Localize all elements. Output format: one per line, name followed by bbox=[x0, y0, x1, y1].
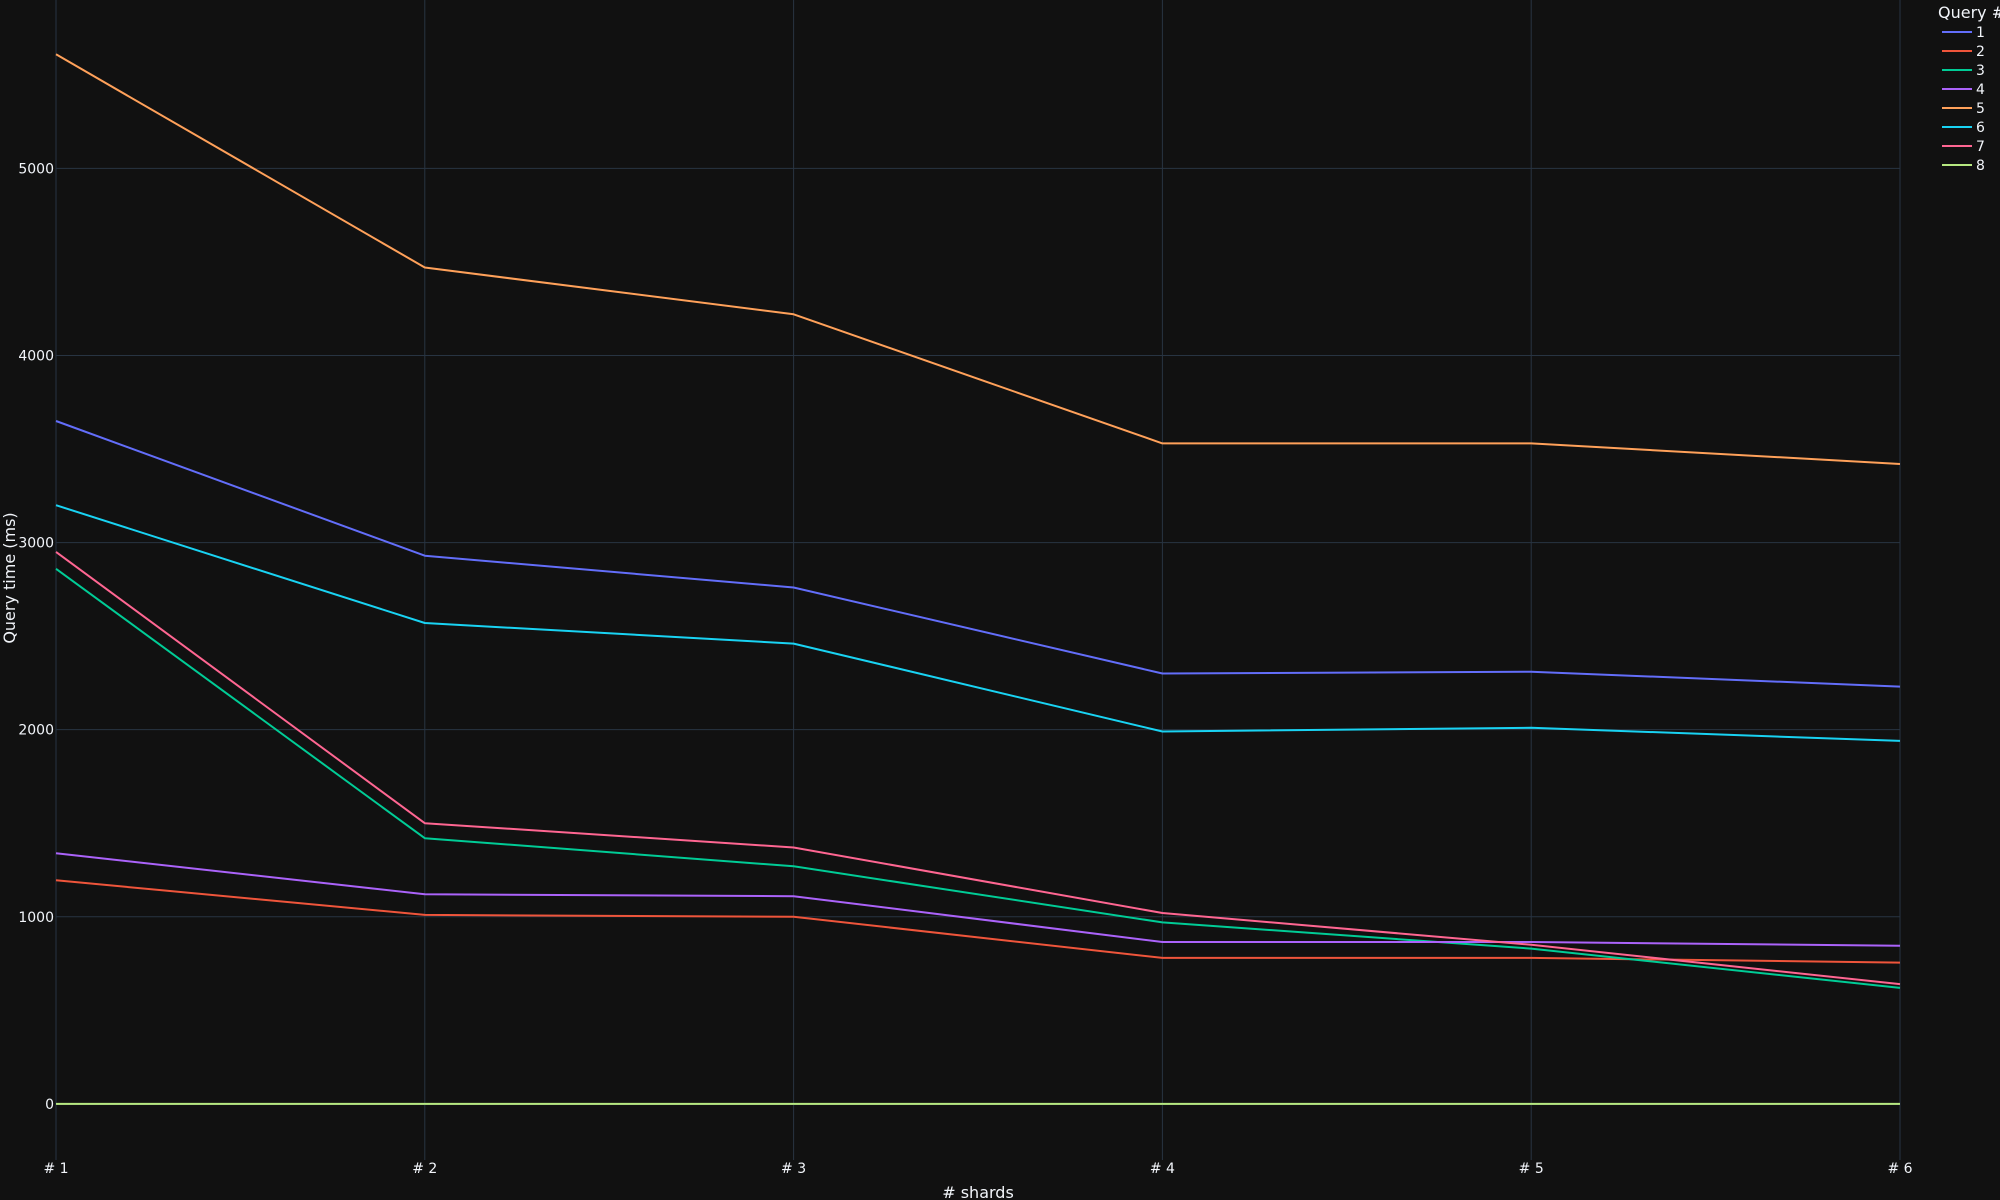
legend-item-6[interactable]: 6 bbox=[1942, 120, 1985, 136]
legend-item-1[interactable]: 1 bbox=[1942, 25, 1985, 41]
x-tick-label: # 1 bbox=[43, 1161, 68, 1177]
x-axis-title: # shards bbox=[942, 1183, 1014, 1200]
y-tick-label: 2000 bbox=[18, 723, 54, 739]
series-line-4 bbox=[55, 852, 1901, 947]
legend-item-2[interactable]: 2 bbox=[1942, 44, 1985, 60]
y-axis-title: Query time (ms) bbox=[0, 512, 19, 643]
x-axis-ticks: # 1 # 2 # 3 # 4 # 5 # 6 bbox=[43, 1161, 1912, 1177]
legend-label: 5 bbox=[1976, 101, 1985, 117]
legend-label: 1 bbox=[1976, 25, 1985, 41]
legend-label: 8 bbox=[1976, 158, 1985, 174]
series-line-2 bbox=[55, 879, 1901, 964]
legend-label: 6 bbox=[1976, 120, 1985, 136]
series-line-7 bbox=[55, 551, 1901, 986]
series-line-6 bbox=[55, 504, 1901, 742]
legend-item-4[interactable]: 4 bbox=[1942, 82, 1985, 98]
y-tick-label: 1000 bbox=[18, 910, 54, 926]
x-tick-label: # 3 bbox=[781, 1161, 806, 1177]
series-line-3 bbox=[55, 567, 1901, 989]
legend-label: 2 bbox=[1976, 44, 1985, 60]
legend-title: Query # bbox=[1938, 3, 2000, 22]
x-tick-label: # 6 bbox=[1887, 1161, 1912, 1177]
x-tick-label: # 2 bbox=[412, 1161, 437, 1177]
legend-items: 1 2 3 4 5 6 7 8 bbox=[1942, 25, 1985, 174]
y-tick-label: 3000 bbox=[18, 536, 54, 552]
legend-item-7[interactable]: 7 bbox=[1942, 139, 1985, 155]
y-tick-label: 5000 bbox=[18, 161, 54, 177]
x-tick-label: # 5 bbox=[1519, 1161, 1544, 1177]
series-line-1 bbox=[55, 420, 1901, 688]
series-line-5 bbox=[55, 53, 1901, 465]
legend-item-8[interactable]: 8 bbox=[1942, 158, 1985, 174]
legend-label: 3 bbox=[1976, 63, 1985, 79]
x-tick-label: # 4 bbox=[1150, 1161, 1175, 1177]
legend-label: 4 bbox=[1976, 82, 1985, 98]
y-tick-label: 4000 bbox=[18, 348, 54, 364]
grid bbox=[55, 0, 1901, 1160]
y-tick-label: 0 bbox=[45, 1097, 54, 1113]
y-axis-ticks: 0 1000 2000 3000 4000 5000 bbox=[18, 161, 54, 1112]
legend-label: 7 bbox=[1976, 139, 1985, 155]
series-lines bbox=[55, 53, 1901, 1105]
legend: Query # 1 2 3 4 5 6 7 8 bbox=[1938, 3, 2000, 174]
legend-item-5[interactable]: 5 bbox=[1942, 101, 1985, 117]
legend-item-3[interactable]: 3 bbox=[1942, 63, 1985, 79]
